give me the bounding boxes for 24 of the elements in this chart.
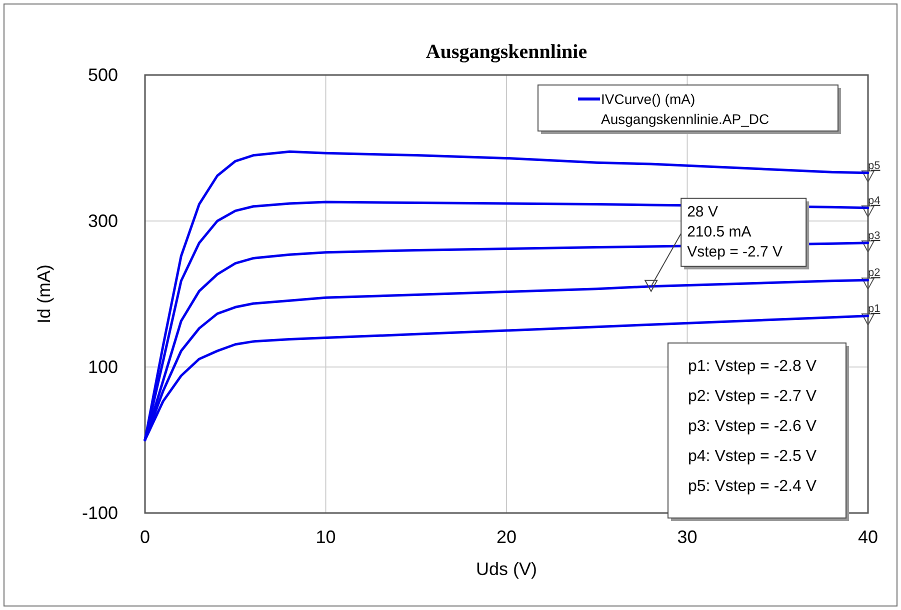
y-tick-label: 500: [88, 65, 118, 85]
series-label: p2: [868, 267, 880, 280]
y-axis-title: Id (mA): [34, 264, 54, 324]
series-label: p4: [868, 194, 880, 207]
x-tick-label: 30: [677, 527, 698, 547]
y-tick-label: 300: [88, 211, 118, 231]
x-tick-label: 0: [140, 527, 150, 547]
annotation: p4: Vstep = -2.5 V: [688, 448, 817, 465]
chart-title: Ausgangskennlinie: [426, 41, 588, 63]
x-tick-label: 40: [858, 527, 878, 547]
x-tick-label: 20: [496, 527, 517, 547]
annotation: 28 V 210.5 mA Vstep = -2.7 V: [687, 203, 783, 260]
annotation: p3: Vstep = -2.6 V: [688, 418, 817, 435]
annotation: p1: Vstep = -2.8 V: [688, 358, 817, 375]
annotation: p2: Vstep = -2.7 V: [688, 388, 817, 405]
y-tick-label: -100: [82, 503, 118, 523]
x-tick-label: 10: [316, 527, 336, 547]
annotation: p5: Vstep = -2.4 V: [688, 478, 817, 495]
series-label: p5: [868, 160, 880, 172]
series-label: p3: [868, 230, 880, 242]
x-axis-title: Uds (V): [476, 559, 538, 579]
y-tick-label: 100: [88, 357, 118, 377]
series-label: p1: [868, 302, 880, 315]
legend-title: IVCurve() (mA) Ausgangskennlinie.AP_DC: [601, 91, 770, 127]
